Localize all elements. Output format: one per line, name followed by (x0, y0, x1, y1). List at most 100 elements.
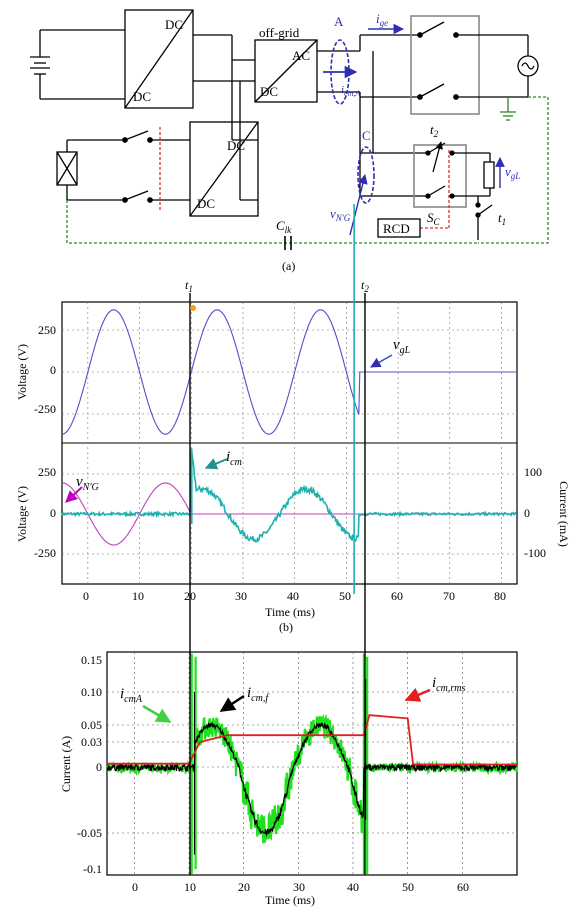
pv-panel-icon (56, 139, 125, 201)
pv-switch-icon (122, 130, 190, 203)
panel-b-xtick: 10 (132, 589, 144, 603)
load-resistor (483, 161, 495, 189)
panel-b-bottom-ylabel: Voltage (V) (15, 486, 29, 542)
trigger-marker-icon (190, 305, 196, 311)
t1-circuit-label: t1 (498, 210, 506, 227)
t2-circuit-label: t2 (430, 122, 439, 139)
panel-b-top-ytick: -250 (34, 402, 56, 416)
panel-c-xtick: 60 (457, 880, 469, 894)
vNG-circuit-label: vN'G (330, 206, 351, 223)
vgL-arrow (370, 354, 393, 368)
panel-c-ytick: 0.10 (81, 685, 102, 699)
panel-c-xticks: 0 10 20 30 40 50 60 (132, 880, 469, 894)
panel-b-y2label: Current (mA) (557, 481, 571, 547)
icm-annotation: icm (226, 449, 242, 468)
rcd-box (377, 218, 421, 238)
icm-trace (61, 204, 518, 594)
panel-c-xtick: 0 (132, 880, 138, 894)
dc-label-5: DC (260, 84, 278, 99)
panel-b-xtick: 0 (83, 589, 89, 603)
circuit-diagram (30, 9, 549, 250)
dc-label-4: DC (197, 196, 215, 211)
t1-marker-label: t1 (185, 278, 193, 294)
panel-c (105, 584, 518, 876)
panel-b-top-ytick: 0 (50, 363, 56, 377)
icm-rms-trace (107, 714, 517, 766)
battery-icon (30, 29, 73, 100)
icmf-arrow (219, 694, 245, 713)
grid-source-icon (517, 55, 539, 77)
panel-b-y2tick: 100 (524, 465, 542, 479)
rcd-label: RCD (383, 221, 410, 236)
panel-c-xtick: 10 (184, 880, 196, 894)
panel-c-xtick: 50 (402, 880, 414, 894)
dcdc-converter-bottom (189, 121, 259, 217)
grid-relay-box (410, 15, 480, 115)
circuit-labels: DC DC DC DC off-grid AC DC A C ige icm,A… (133, 11, 520, 273)
dcdc-converter-top (124, 9, 194, 109)
panel-c-ytick: 0 (96, 760, 102, 774)
panel-c-ytick: 0.15 (81, 653, 102, 667)
panel-c-ytick: 0.05 (81, 718, 102, 732)
t2-marker-label: t2 (361, 278, 369, 294)
panel-b-xtick: 30 (235, 589, 247, 603)
dc-label-1: DC (165, 17, 183, 32)
panel-b-bottom-ytick: -250 (34, 546, 56, 560)
vgL-trace (61, 309, 516, 435)
dc-label-2: DC (133, 89, 151, 104)
panel-c-yticks: 0.15 0.10 0.05 0.03 0 -0.05 -0.1 (77, 653, 102, 876)
panel-b-xtick: 70 (443, 589, 455, 603)
panel-c-labels: Current (A) 0.15 0.10 0.05 0.03 0 -0.05 … (59, 653, 469, 907)
panel-b-y2tick: 0 (524, 506, 530, 520)
ground-icon (500, 97, 516, 121)
panel-b-xticks: 0 10 20 30 40 50 60 70 80 (83, 589, 506, 603)
panel-b-top-ylabel: Voltage (V) (15, 344, 29, 400)
icmA-annotation: icmA (120, 686, 143, 705)
vgL-annotation: vgL (393, 337, 411, 356)
icmA-trace (105, 653, 518, 874)
icmA-arrow (142, 704, 172, 724)
panel-c-ylabel: Current (A) (59, 736, 73, 792)
panel-b-xtick: 60 (391, 589, 403, 603)
ac-label: AC (292, 48, 310, 63)
icm-rms-arrow (404, 687, 431, 702)
panel-c-xtick: 30 (293, 880, 305, 894)
panel-b-bottom-ytick: 250 (38, 465, 56, 479)
ige-label: ige (376, 11, 388, 28)
panel-b-xtick: 80 (494, 589, 506, 603)
panel-b-y2tick: -100 (524, 546, 546, 560)
icm-rms-annotation: icm,rms (432, 675, 465, 694)
caption-b: (b) (279, 620, 293, 634)
sc-switch-box (413, 144, 467, 208)
icmA-label: icm,A (341, 84, 360, 98)
clk-label: Clk (276, 218, 292, 235)
off-grid-label: off-grid (259, 25, 300, 40)
panel-b-xlabel: Time (ms) (265, 605, 315, 619)
caption-a: (a) (282, 259, 295, 273)
panel-b-bottom-ytick: 0 (50, 506, 56, 520)
panel-b-xtick: 40 (287, 589, 299, 603)
icm-arrow (204, 458, 228, 470)
panel-b (61, 204, 518, 594)
panel-b-xtick: 50 (339, 589, 351, 603)
probe-c-label: C (362, 128, 371, 143)
vNG-annotation: vN'G (76, 474, 99, 493)
dc-label-3: DC (227, 138, 245, 153)
panel-c-xlabel: Time (ms) (265, 893, 315, 907)
probe-a-label: A (334, 14, 344, 29)
icmf-annotation: icm,f (247, 685, 269, 704)
sc-label: SC (427, 210, 441, 227)
panel-c-ytick: -0.05 (77, 826, 102, 840)
panel-c-xtick: 40 (347, 880, 359, 894)
vNG-arrow (65, 486, 83, 503)
panel-b-top-ytick: 250 (38, 323, 56, 337)
panel-b-grid (62, 302, 517, 584)
panel-c-xtick: 20 (238, 880, 250, 894)
icmf-trace (106, 679, 518, 855)
panel-c-ytick: 0.03 (81, 735, 102, 749)
vgL-circuit-label: vgL (505, 164, 520, 181)
inverter-box (254, 39, 318, 103)
panel-c-ytick: -0.1 (83, 862, 102, 876)
panel-b-labels: t1 t2 Voltage (V) Voltage (V) Current (m… (15, 278, 571, 634)
